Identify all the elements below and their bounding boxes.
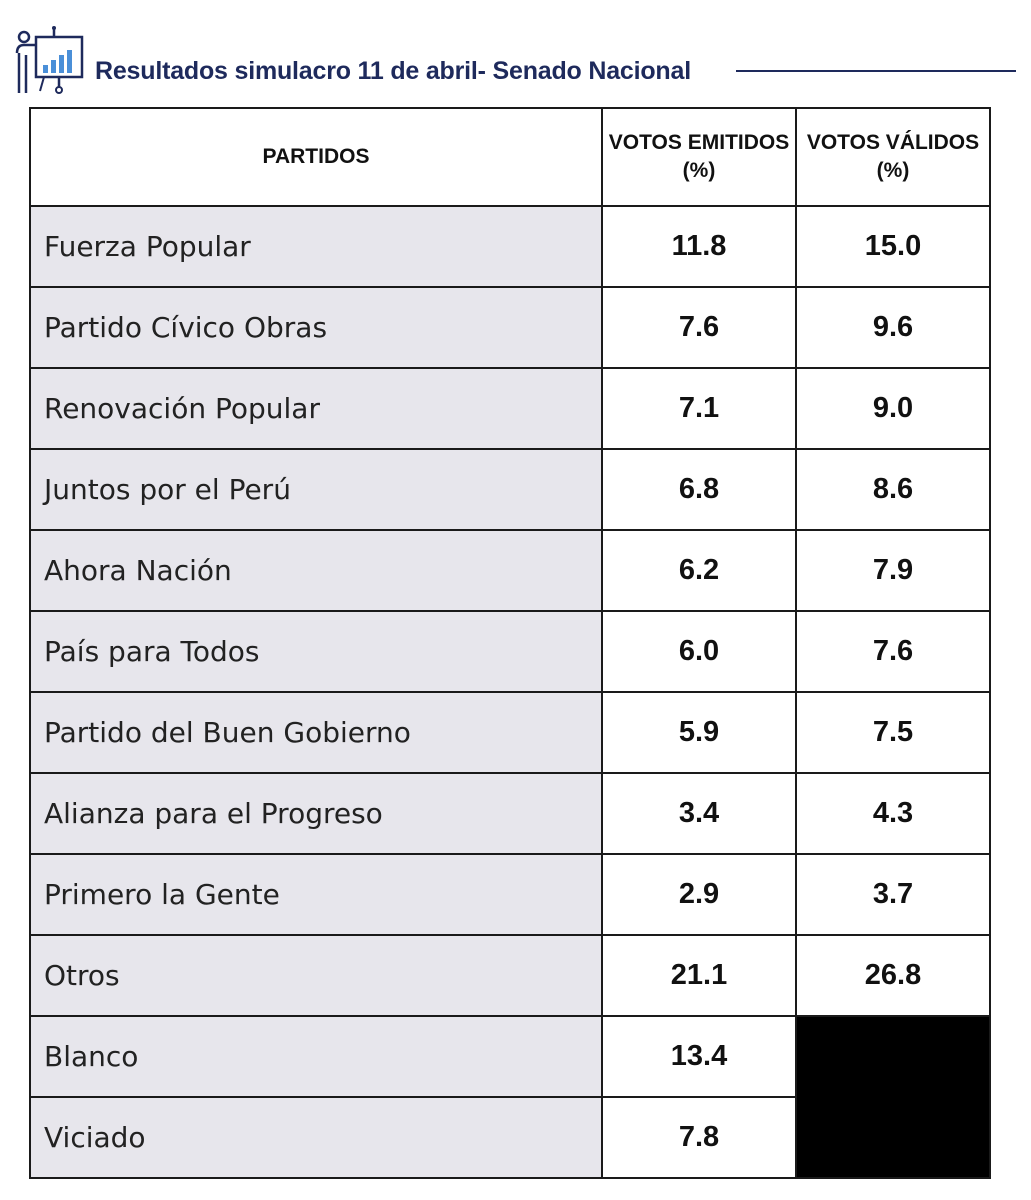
table-row: Juntos por el Perú 6.8 8.6	[29, 448, 991, 531]
votos-emitidos-value: 5.9	[601, 691, 797, 774]
page-title: Resultados simulacro 11 de abril- Senado…	[95, 57, 691, 85]
votos-emitidos-value: 2.9	[601, 853, 797, 936]
votos-validos-value: 4.3	[795, 772, 991, 855]
votos-emitidos-value: 3.4	[601, 772, 797, 855]
table-row: Otros 21.1 26.8	[29, 934, 991, 1017]
votos-validos-value: 26.8	[795, 934, 991, 1017]
votos-validos-value: 8.6	[795, 448, 991, 531]
party-name: Fuerza Popular	[29, 205, 603, 288]
votos-validos-value: 9.0	[795, 367, 991, 450]
party-name: Viciado	[29, 1096, 603, 1179]
votos-emitidos-value: 6.0	[601, 610, 797, 693]
party-name: Otros	[29, 934, 603, 1017]
column-header-party: PARTIDOS	[29, 107, 603, 207]
header-divider	[736, 70, 1016, 72]
table-row: Fuerza Popular 11.8 15.0	[29, 205, 991, 288]
table-row: Primero la Gente 2.9 3.7	[29, 853, 991, 936]
votos-emitidos-value: 7.6	[601, 286, 797, 369]
votos-validos-value: 7.9	[795, 529, 991, 612]
votos-emitidos-value: 13.4	[601, 1015, 797, 1098]
votos-validos-value: 9.6	[795, 286, 991, 369]
party-name: Renovación Popular	[29, 367, 603, 450]
table-row: Partido del Buen Gobierno 5.9 7.5	[29, 691, 991, 774]
report-header: Resultados simulacro 11 de abril- Senado…	[0, 0, 1031, 106]
table-row: Alianza para el Progreso 3.4 4.3	[29, 772, 991, 855]
votos-emitidos-value: 11.8	[601, 205, 797, 288]
party-name: Partido del Buen Gobierno	[29, 691, 603, 774]
blacked-out-cell	[795, 1015, 991, 1179]
votos-validos-value: 7.5	[795, 691, 991, 774]
votos-validos-value: 7.6	[795, 610, 991, 693]
column-header-validos: VOTOS VÁLIDOS (%)	[795, 107, 991, 207]
party-name: Blanco	[29, 1015, 603, 1098]
table-row: Viciado 7.8	[29, 1096, 990, 1179]
table-row: Partido Cívico Obras 7.6 9.6	[29, 286, 991, 369]
presentation-chart-icon	[14, 25, 86, 97]
column-header-emitidos: VOTOS EMITIDOS (%)	[601, 107, 797, 207]
party-name: País para Todos	[29, 610, 603, 693]
votos-validos-value: 3.7	[795, 853, 991, 936]
results-table: PARTIDOS VOTOS EMITIDOS (%) VOTOS VÁLIDO…	[29, 107, 991, 1179]
table-header-row: PARTIDOS VOTOS EMITIDOS (%) VOTOS VÁLIDO…	[29, 107, 991, 207]
party-name: Ahora Nación	[29, 529, 603, 612]
party-name: Alianza para el Progreso	[29, 772, 603, 855]
votos-emitidos-value: 21.1	[601, 934, 797, 1017]
votos-emitidos-value: 6.2	[601, 529, 797, 612]
party-name: Juntos por el Perú	[29, 448, 603, 531]
party-name: Partido Cívico Obras	[29, 286, 603, 369]
table-row: País para Todos 6.0 7.6	[29, 610, 991, 693]
votos-validos-value: 15.0	[795, 205, 991, 288]
table-row: Ahora Nación 6.2 7.9	[29, 529, 991, 612]
party-name: Primero la Gente	[29, 853, 603, 936]
votos-emitidos-value: 7.8	[601, 1096, 797, 1179]
votos-emitidos-value: 6.8	[601, 448, 797, 531]
table-row: Renovación Popular 7.1 9.0	[29, 367, 991, 450]
table-row: Blanco 13.4	[29, 1015, 991, 1179]
votos-emitidos-value: 7.1	[601, 367, 797, 450]
